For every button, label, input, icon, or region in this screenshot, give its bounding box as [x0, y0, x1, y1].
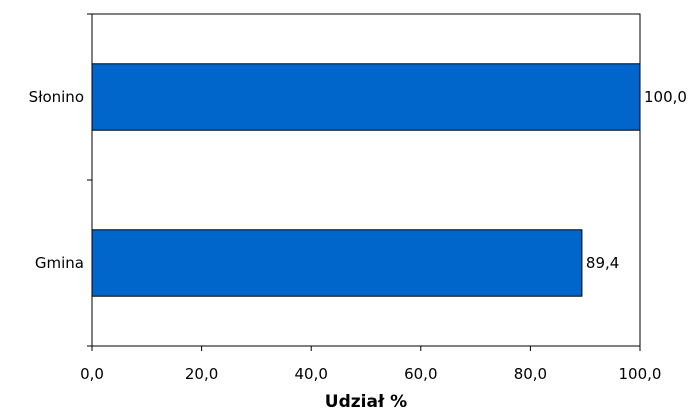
x-tick-label: 100,0	[619, 365, 662, 383]
bar-data-label: 89,4	[586, 254, 619, 272]
x-tick-label: 40,0	[294, 365, 327, 383]
bars-layer: 100,0 89,4	[91, 63, 687, 297]
y-category-label: Gmina	[35, 254, 84, 272]
y-category-label: Słonino	[29, 88, 84, 106]
x-tick-label: 20,0	[185, 365, 218, 383]
axes-layer: 0,0 20,0 40,0 60,0 80,0 100,0 Słonino Gmina	[29, 13, 662, 383]
x-tick-label: 80,0	[514, 365, 547, 383]
bar	[91, 63, 641, 131]
bar	[91, 229, 583, 297]
x-tick-label: 0,0	[80, 365, 104, 383]
x-tick-label: 60,0	[404, 365, 437, 383]
bar-data-label: 100,0	[644, 88, 687, 106]
x-axis-title: Udział %	[325, 392, 407, 412]
